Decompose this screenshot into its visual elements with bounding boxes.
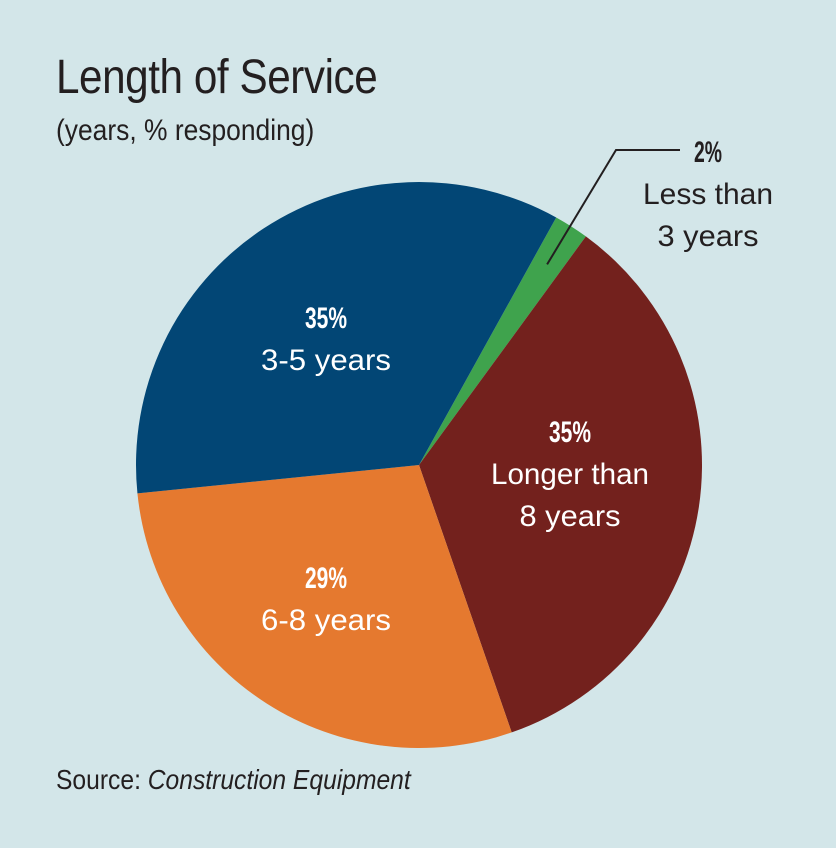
pie-labels: 2% Less than 3 years 35% Longer than 8 years 2… xyxy=(261,136,773,637)
source-note: Source: Construction Equipment xyxy=(56,764,411,796)
pie-slice-6-8-years xyxy=(137,465,512,748)
pie-slice-3-5-years xyxy=(136,181,557,494)
data-label-category-less-than-3-years: 3 years xyxy=(658,220,759,253)
source-name: Construction Equipment xyxy=(147,764,411,795)
leader-line-less-than-3-years xyxy=(546,149,680,265)
pie-slices xyxy=(136,181,703,748)
pie-slice-longer-than-8-years xyxy=(419,236,703,733)
data-label-category-longer-than-8-years: 8 years xyxy=(520,500,621,533)
data-label-category-6-8-years: 6-8 years xyxy=(261,604,391,637)
data-label-percent-less-than-3-years: 2% xyxy=(694,136,722,169)
data-label-category-longer-than-8-years: Longer than xyxy=(491,458,649,491)
chart-subtitle: (years, % responding) xyxy=(56,114,315,147)
data-label-percent-3-5-years: 35% xyxy=(305,302,347,335)
pie-slice-less-than-3-years xyxy=(419,217,586,465)
source-label: Source: xyxy=(56,764,148,795)
data-label-percent-6-8-years: 29% xyxy=(305,562,347,595)
chart-title: Length of Service xyxy=(56,51,378,104)
data-label-percent-longer-than-8-years: 35% xyxy=(549,416,591,449)
data-label-category-less-than-3-years: Less than xyxy=(643,178,773,211)
data-label-category-3-5-years: 3-5 years xyxy=(261,344,391,377)
